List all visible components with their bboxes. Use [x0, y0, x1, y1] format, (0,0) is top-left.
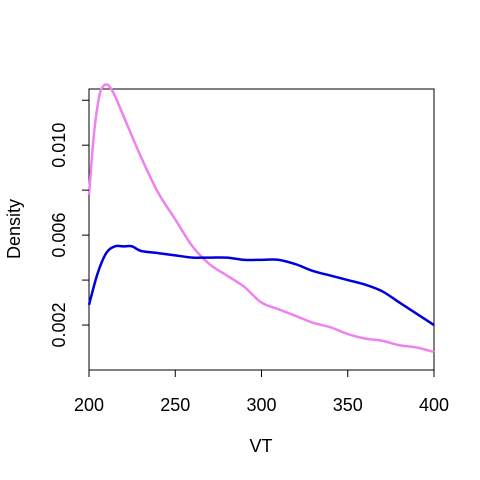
x-tick-label-200: 200	[74, 395, 104, 415]
x-axis-title: VT	[249, 436, 272, 456]
y-tick-label-0.006: 0.006	[49, 213, 69, 258]
y-axis: 0.002 0.006 0.010	[49, 99, 89, 348]
density-line-2	[87, 244, 435, 327]
x-tick-label-400: 400	[419, 395, 449, 415]
x-axis: 200 250 300 350 400	[74, 370, 449, 415]
y-tick-label-0.010: 0.010	[49, 123, 69, 168]
x-tick-label-300: 300	[246, 395, 276, 415]
y-axis-title: Density	[4, 199, 24, 259]
y-tick-label-0.002: 0.002	[49, 302, 69, 347]
x-tick-label-250: 250	[160, 395, 190, 415]
density-line-1	[87, 83, 435, 354]
series-layer	[87, 83, 435, 354]
x-tick-label-350: 350	[333, 395, 363, 415]
